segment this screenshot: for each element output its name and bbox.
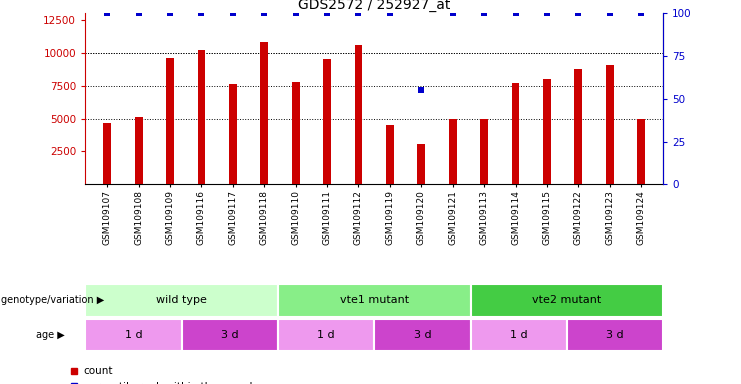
Bar bbox=[471, 319, 567, 351]
Point bbox=[447, 10, 459, 17]
Text: vte2 mutant: vte2 mutant bbox=[532, 295, 602, 306]
Bar bbox=[135, 117, 142, 184]
Bar bbox=[574, 69, 582, 184]
Point bbox=[353, 10, 365, 17]
Bar bbox=[229, 84, 237, 184]
Point bbox=[635, 10, 647, 17]
Bar bbox=[85, 319, 182, 351]
Text: 3 d: 3 d bbox=[413, 330, 431, 340]
Point bbox=[102, 10, 113, 17]
Bar bbox=[292, 82, 299, 184]
Point bbox=[478, 10, 490, 17]
Bar bbox=[85, 284, 278, 317]
Bar bbox=[355, 45, 362, 184]
Point bbox=[259, 10, 270, 17]
Bar bbox=[637, 119, 645, 184]
Point bbox=[416, 87, 428, 93]
Text: vte1 mutant: vte1 mutant bbox=[339, 295, 409, 306]
Point bbox=[227, 10, 239, 17]
Bar bbox=[449, 119, 456, 184]
Text: wild type: wild type bbox=[156, 295, 207, 306]
Legend: count, percentile rank within the sample: count, percentile rank within the sample bbox=[66, 362, 263, 384]
Text: 1 d: 1 d bbox=[317, 330, 335, 340]
Bar bbox=[260, 42, 268, 184]
Point bbox=[541, 10, 553, 17]
Text: 1 d: 1 d bbox=[510, 330, 528, 340]
Bar bbox=[471, 284, 663, 317]
Text: 1 d: 1 d bbox=[124, 330, 142, 340]
Point bbox=[604, 10, 616, 17]
Text: genotype/variation ▶: genotype/variation ▶ bbox=[1, 295, 104, 306]
Bar bbox=[198, 50, 205, 184]
Title: GDS2572 / 252927_at: GDS2572 / 252927_at bbox=[298, 0, 451, 12]
Bar bbox=[606, 65, 614, 184]
Bar bbox=[166, 58, 174, 184]
Point bbox=[384, 10, 396, 17]
Text: 3 d: 3 d bbox=[606, 330, 624, 340]
Bar bbox=[543, 79, 551, 184]
Point bbox=[321, 10, 333, 17]
Point bbox=[164, 10, 176, 17]
Bar bbox=[480, 119, 488, 184]
Bar bbox=[103, 122, 111, 184]
Text: 3 d: 3 d bbox=[221, 330, 239, 340]
Bar bbox=[278, 284, 471, 317]
Point bbox=[196, 10, 207, 17]
Point bbox=[133, 10, 144, 17]
Bar bbox=[567, 319, 663, 351]
Bar bbox=[511, 83, 519, 184]
Point bbox=[290, 10, 302, 17]
Bar bbox=[323, 60, 331, 184]
Bar bbox=[417, 144, 425, 184]
Bar bbox=[374, 319, 471, 351]
Point bbox=[573, 10, 585, 17]
Text: age ▶: age ▶ bbox=[36, 330, 64, 340]
Bar bbox=[182, 319, 278, 351]
Bar bbox=[278, 319, 374, 351]
Bar bbox=[386, 125, 393, 184]
Point bbox=[510, 10, 522, 17]
